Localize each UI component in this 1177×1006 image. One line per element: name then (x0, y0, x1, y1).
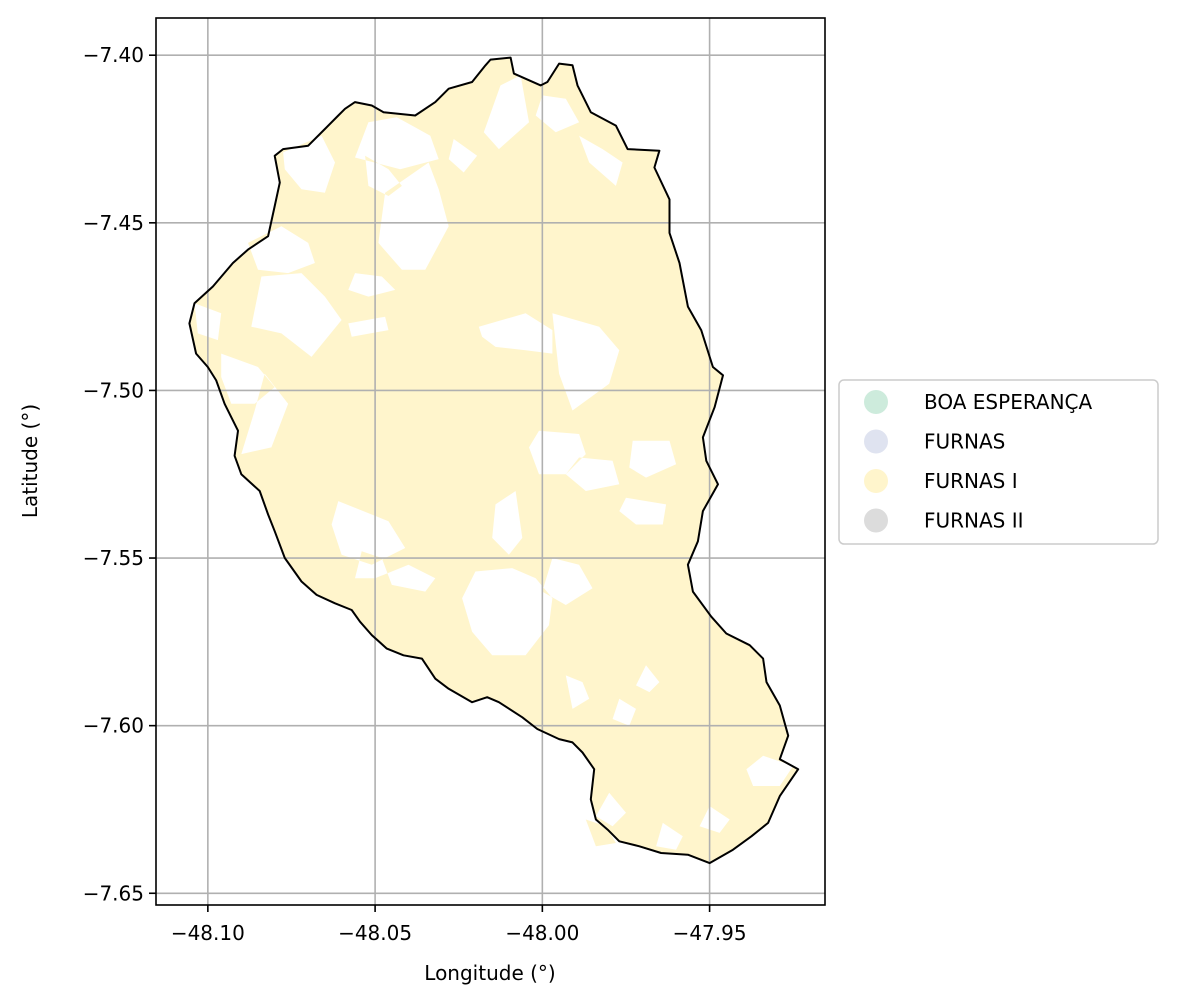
legend-label: FURNAS II (924, 509, 1024, 533)
x-axis-label: Longitude (°) (424, 961, 555, 985)
legend-marker (864, 469, 888, 493)
y-tick-label: −7.60 (83, 714, 144, 738)
legend-label: FURNAS (924, 430, 1005, 454)
x-tick-label: −47.95 (673, 921, 747, 945)
legend-frame (838, 379, 1159, 545)
x-tick-label: −48.10 (171, 921, 245, 945)
furnas-i-region-fill (189, 57, 799, 864)
y-tick-label: −7.65 (83, 881, 144, 905)
legend-marker (864, 390, 888, 414)
legend-label: FURNAS I (924, 469, 1018, 493)
axes-frame (155, 17, 826, 906)
y-axis-ticks: −7.40 −7.45 −7.50 −7.55 −7.60 −7.65 (83, 43, 156, 905)
municipality-boundary (188, 56, 800, 865)
map-layer (189, 57, 799, 864)
x-tick-label: −48.00 (505, 921, 579, 945)
y-tick-label: −7.45 (83, 211, 144, 235)
legend-label: BOA ESPERANÇA (924, 390, 1093, 414)
legend-marker (864, 508, 888, 533)
legend-marker (864, 429, 888, 454)
y-tick-label: −7.50 (83, 378, 144, 402)
y-axis-label: Latitude (°) (18, 404, 42, 518)
y-tick-label: −7.40 (83, 43, 144, 67)
legend: BOA ESPERANÇA FURNAS FURNAS I FURNAS II (838, 379, 1159, 545)
x-axis-ticks: −48.10 −48.05 −48.00 −47.95 (171, 905, 747, 945)
x-tick-label: −48.05 (338, 921, 412, 945)
grid (156, 18, 825, 905)
y-tick-label: −7.55 (83, 546, 144, 570)
